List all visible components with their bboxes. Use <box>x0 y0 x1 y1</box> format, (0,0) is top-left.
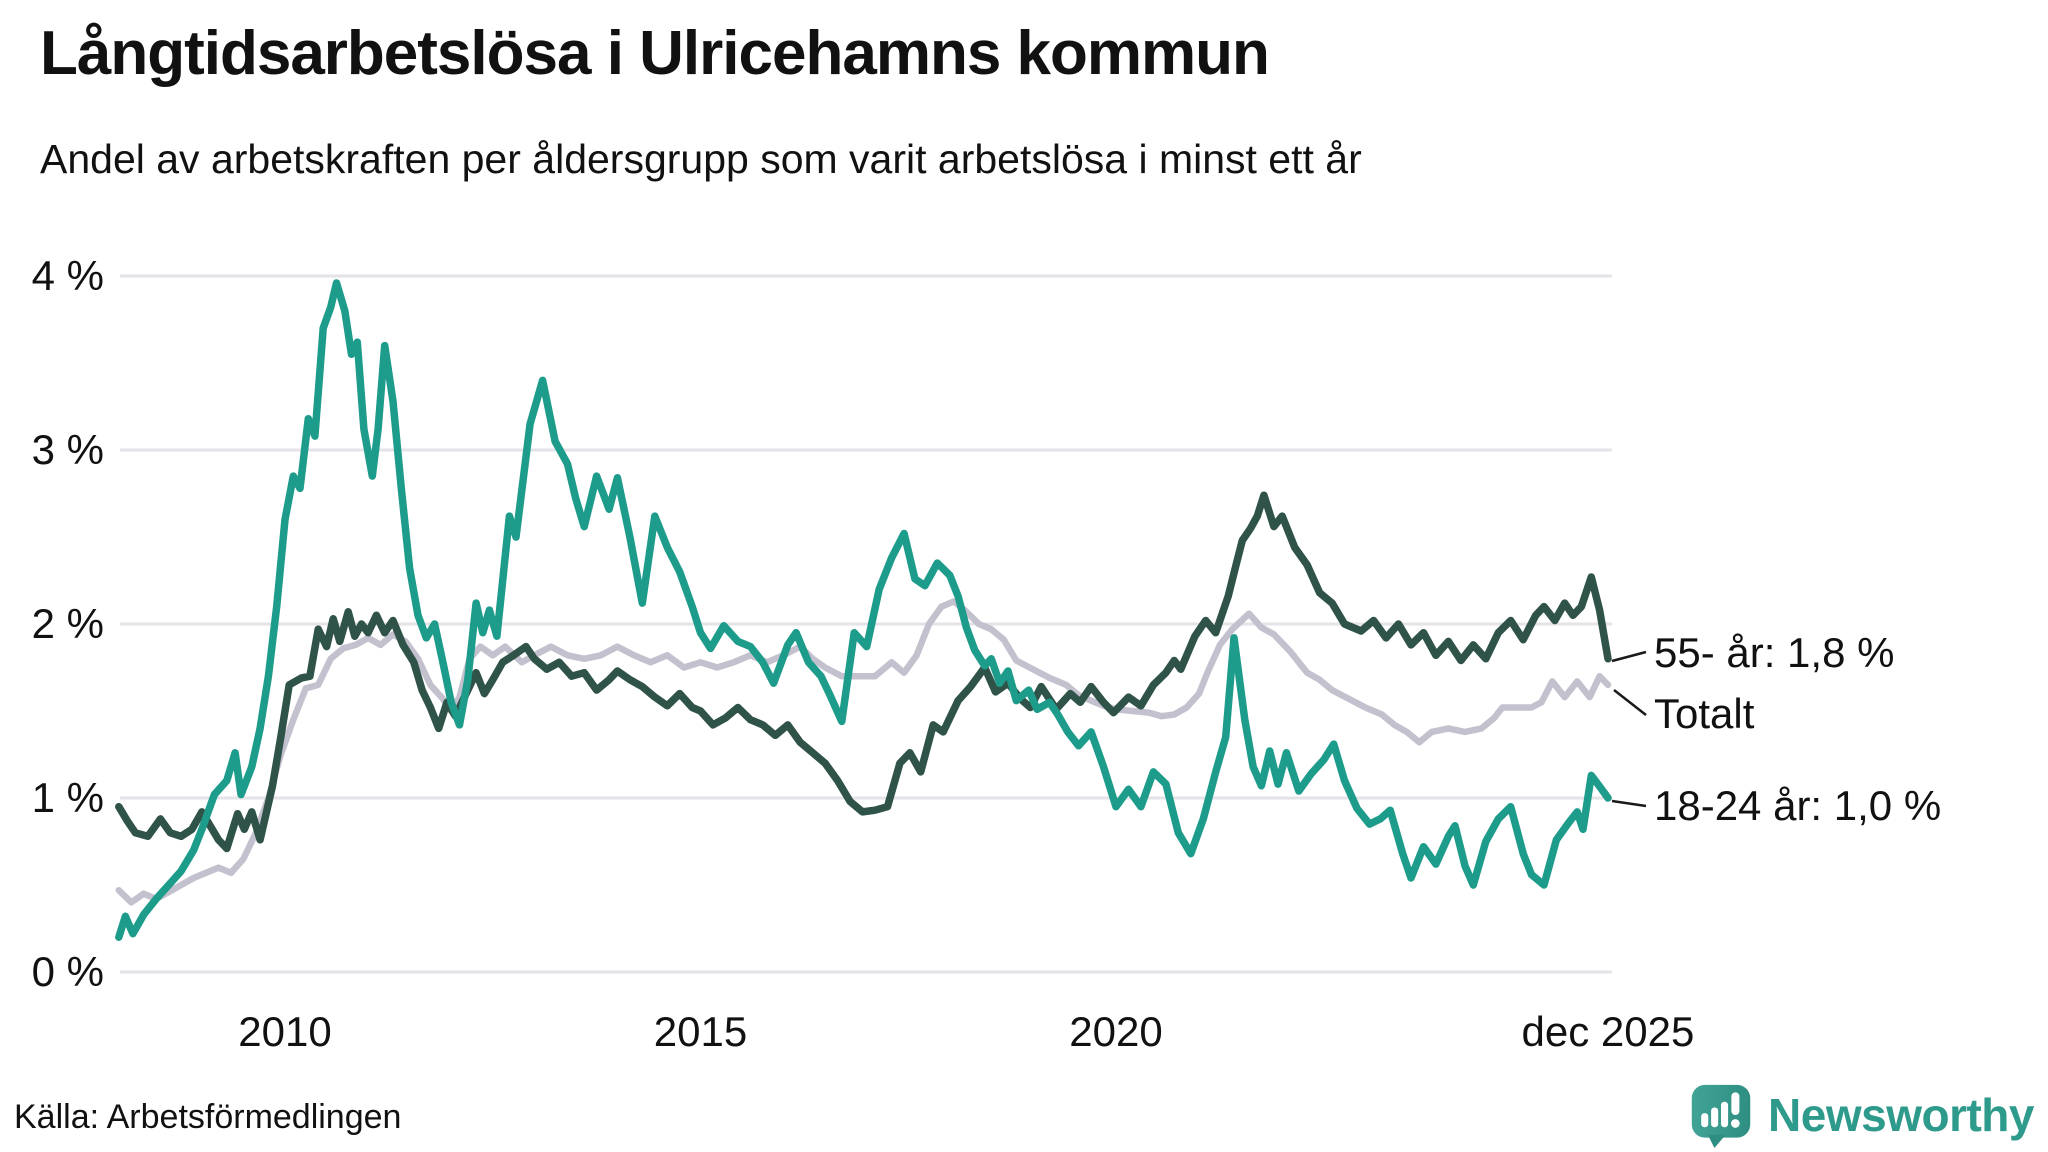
logo-bar-2 <box>1711 1107 1719 1128</box>
chart-subtitle: Andel av arbetskraften per åldersgrupp s… <box>40 136 1362 182</box>
x-axis-tick-label: dec 2025 <box>1522 1008 1695 1055</box>
logo-bar-3 <box>1721 1101 1729 1128</box>
series-end-label: Totalt <box>1654 690 1755 737</box>
logo-bar-1 <box>1701 1113 1709 1128</box>
series-end-label: 18-24 år: 1,0 % <box>1654 782 1941 829</box>
y-axis-tick-label: 4 % <box>32 252 104 299</box>
x-axis-tick-label: 2015 <box>654 1008 747 1055</box>
x-axis-tick-label: 2010 <box>238 1008 331 1055</box>
logo-exclamation-bar <box>1731 1092 1740 1115</box>
newsworthy-wordmark: Newsworthy <box>1768 1089 2034 1141</box>
series-end-label: 55- år: 1,8 % <box>1654 629 1894 676</box>
x-axis-tick-label: 2020 <box>1069 1008 1162 1055</box>
brand-footer: Newsworthy <box>1688 1082 2034 1148</box>
y-axis-tick-label: 3 % <box>32 426 104 473</box>
y-axis-tick-label: 0 % <box>32 948 104 995</box>
series-line-55-r <box>115 491 1612 853</box>
logo-bubble-tail <box>1707 1134 1726 1148</box>
source-note: Källa: Arbetsförmedlingen <box>14 1098 402 1136</box>
newsworthy-logo-icon <box>1691 1084 1751 1148</box>
chart-title: Långtidsarbetslösa i Ulricehamns kommun <box>40 19 1270 88</box>
series-line-totalt <box>115 598 1612 906</box>
annotation-leader-line <box>1611 799 1647 808</box>
y-axis-tick-label: 1 % <box>32 774 104 821</box>
annotation-leader-line <box>1611 650 1647 663</box>
logo-exclamation-dot <box>1731 1119 1740 1128</box>
series-line-18-24-r <box>115 279 1612 941</box>
y-axis-tick-label: 2 % <box>32 600 104 647</box>
annotation-leader-line <box>1613 689 1647 716</box>
